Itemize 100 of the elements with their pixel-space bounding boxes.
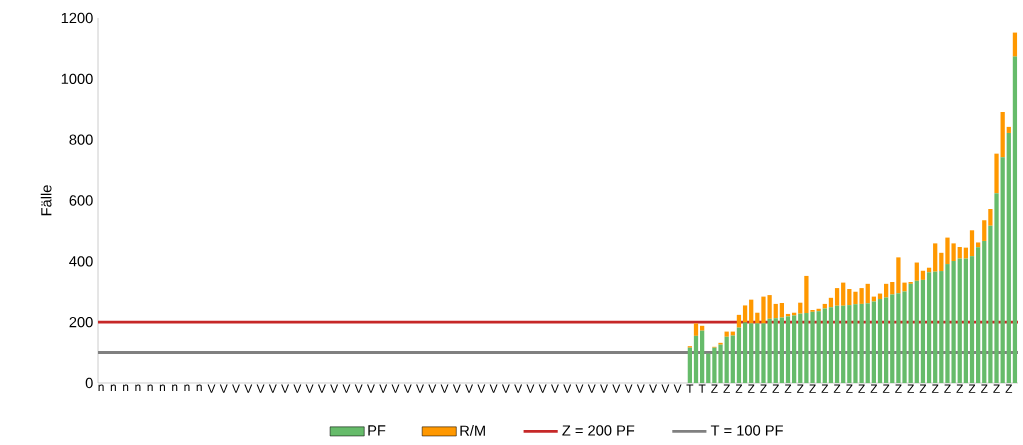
x-tick-label: T [698,384,706,393]
x-tick-label: V [244,384,253,393]
x-tick-label: V [416,384,424,393]
bar [1000,111,1005,158]
x-tick-label: n [159,384,165,392]
x-tick-label: V [281,384,290,393]
bar [736,327,742,383]
x-tick-label: V [526,384,535,393]
bar [700,325,705,331]
x-tick-label: V [575,384,584,393]
legend-label: Z = 200 PF [562,425,635,436]
bar [865,283,870,304]
x-tick-label: V [489,384,498,393]
bar [969,256,975,383]
x-tick-label: Z [784,384,792,393]
bar [884,283,889,298]
bar [884,297,889,383]
bar [908,283,913,383]
x-tick-label: Z [796,384,804,393]
bar [730,331,735,336]
x-tick-label: Z [968,384,976,393]
bar [890,294,895,383]
x-tick-label: V [465,384,474,393]
bar [834,305,840,383]
bar [816,311,821,383]
bar [792,315,797,383]
bar [785,316,791,383]
bar [982,240,987,383]
x-tick-label: V [232,384,240,393]
bar [798,313,803,383]
x-tick-label: V [428,384,437,393]
bar [828,307,834,383]
x-tick-label: n [98,384,104,392]
bar [730,335,735,383]
bar [687,347,692,383]
bar [841,305,846,383]
x-tick-label: V [587,384,596,393]
x-tick-label: V [538,384,547,393]
x-tick-label: V [219,384,228,393]
x-tick-label: n [147,384,153,392]
bar [1006,132,1011,383]
x-tick-label: n [184,384,190,392]
bar [982,220,987,241]
x-tick-label: V [673,384,682,393]
x-tick-label: Z [895,384,902,393]
bar [1012,56,1018,383]
bar [1000,157,1005,383]
bar [939,252,944,272]
bar [724,336,729,383]
bar [742,305,748,323]
x-tick-label: V [379,384,388,393]
x-tick-label: Z [846,384,853,393]
bar [755,323,760,383]
bar [976,242,981,248]
legend-label: R/M [460,425,485,436]
x-tick-label: Z [735,384,743,393]
x-tick-label: Z [944,384,951,393]
x-tick-label: V [354,384,363,393]
bar [828,297,834,308]
x-tick-label: Z [772,384,780,393]
x-tick-label: Z [760,384,767,393]
legend-label: T = 100 PF [710,425,783,436]
bar [920,279,926,383]
bar [779,317,784,383]
bar [847,305,852,383]
bar [914,280,919,383]
bar [1012,32,1018,57]
x-tick-label: V [600,384,608,393]
x-tick-label: V [501,384,510,393]
y-axis-title: Fälle [40,185,52,216]
x-tick-label: V [305,384,314,393]
x-tick-label: V [612,384,621,393]
y-tick-label: 0 [85,377,93,389]
x-tick-label: Z [747,384,755,393]
legend-label: PF [368,425,386,436]
bar [749,323,754,383]
bar [969,230,975,257]
bar [693,335,699,383]
x-tick-label: Z [723,384,730,393]
bar [994,153,999,194]
x-tick-label: V [440,384,449,393]
bar [914,262,919,281]
x-tick-label: V [661,384,670,393]
x-tick-label: V [514,384,523,393]
x-tick-label: V [649,384,658,393]
x-tick-label: V [563,384,572,393]
x-tick-label: Z [907,384,914,393]
x-tick-label: V [268,384,277,393]
bar [926,272,932,383]
x-tick-label: Z [858,384,865,393]
bar [724,331,729,337]
x-tick-label: T [686,384,694,393]
x-tick-label: Z [870,384,878,393]
bar [988,209,993,226]
x-tick-label: V [256,384,265,393]
x-tick-label: n [110,384,116,392]
bar [933,243,938,272]
bar [963,247,968,259]
bar [841,282,846,306]
bar [877,299,883,383]
